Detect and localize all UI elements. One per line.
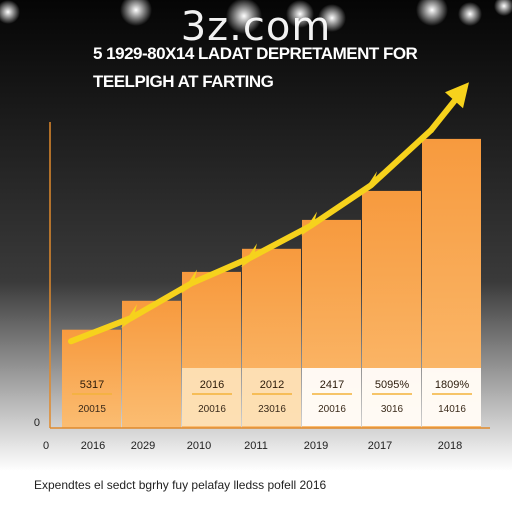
x-tick-label: 2011 [244, 440, 268, 452]
x-tick-label: 2019 [304, 440, 328, 452]
trend-spike [361, 171, 377, 196]
y-tick-label: 0 [34, 417, 40, 429]
label-band-2017 [362, 368, 421, 426]
bar-2029 [122, 300, 181, 428]
data-label-top: 2016 [200, 379, 224, 391]
chart-subtitle: TEELPIGH AT FARTING [93, 72, 274, 91]
label-band-2019 [302, 368, 361, 426]
data-label-top: 5317 [80, 379, 104, 391]
stadium-lights [0, 0, 512, 34]
data-label-bottom: 23016 [258, 404, 286, 415]
bar-2016 [62, 329, 121, 428]
chart-footnote: Expendtes el sedct bgrhy fuy pelafay lle… [34, 478, 327, 492]
x-tick-label: 2010 [187, 440, 211, 452]
trend-arrow-head [445, 82, 469, 109]
x-tick-label: 0 [43, 440, 49, 452]
trend-spike [181, 269, 197, 294]
trend-spike [301, 211, 317, 236]
data-label-top: 5095% [375, 379, 409, 391]
x-tick-label: 2018 [438, 440, 462, 452]
x-tick-label: 2017 [368, 440, 392, 452]
x-tick-label: 2029 [131, 440, 155, 452]
label-band-2010 [182, 368, 241, 426]
label-band-2011 [242, 368, 301, 426]
data-label-top: 2417 [320, 379, 344, 391]
label-band-2018 [422, 368, 481, 426]
data-label-bottom: 20016 [198, 404, 226, 415]
data-label-bottom: 20016 [318, 404, 346, 415]
x-tick-label: 2016 [81, 440, 105, 452]
trend-spike [121, 304, 137, 329]
data-label-top: 2012 [260, 379, 284, 391]
chart-title: 5 1929-80X14 LADAT DEPRETAMENT FOR [93, 44, 418, 63]
data-label-bottom: 3016 [381, 404, 404, 415]
data-label-bottom: 20015 [78, 404, 106, 415]
trend-spike [241, 243, 257, 268]
data-label-bottom: 14016 [438, 404, 466, 415]
data-label-top: 1809% [435, 379, 469, 391]
